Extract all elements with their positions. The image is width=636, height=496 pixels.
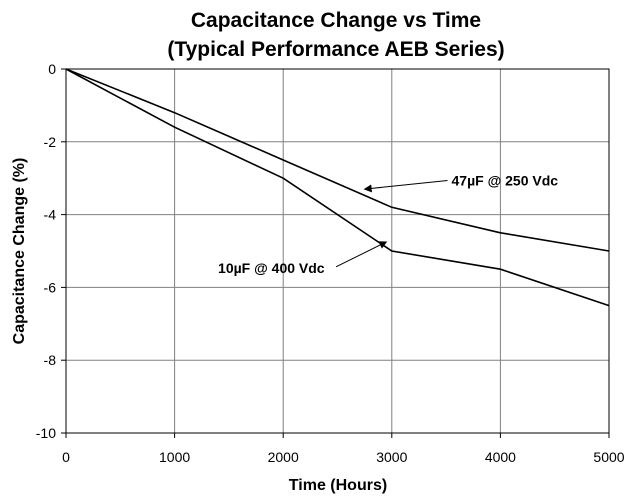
chart-subtitle: (Typical Performance AEB Series) (167, 38, 504, 61)
y-tick-label: -4 (44, 207, 57, 223)
y-tick-label: -6 (44, 279, 57, 295)
x-tick-label: 4000 (485, 449, 516, 465)
tick-labels: 0 1000 2000 3000 4000 5000 0 -2 -4 -6 -8 -10 (36, 61, 625, 465)
grid (65, 68, 610, 434)
series-lines (65, 68, 610, 307)
series-line-2 (65, 68, 610, 307)
annotation-label: 10µF @ 400 Vdc (218, 260, 325, 276)
annotation-arrow (335, 241, 388, 268)
y-tick-label: -2 (44, 134, 57, 150)
x-tick-label: 0 (62, 449, 70, 465)
y-tick-label: -8 (44, 352, 57, 368)
x-tick-label: 5000 (593, 449, 624, 465)
x-axis-label: Time (Hours) (289, 477, 387, 494)
y-tick-label: -10 (36, 425, 56, 441)
annotations: 47µF @ 250 Vdc 10µF @ 400 Vdc (218, 172, 558, 275)
x-tick-label: 2000 (268, 449, 299, 465)
chart-title: Capacitance Change vs Time (191, 9, 481, 32)
x-tick-label: 1000 (159, 449, 190, 465)
annotation-label: 47µF @ 250 Vdc (452, 172, 559, 188)
plot-area-frame (65, 68, 610, 434)
annotation-arrow (363, 179, 448, 193)
series-line-1 (65, 68, 610, 252)
y-tick-label: 0 (48, 61, 56, 77)
x-tick-label: 3000 (376, 449, 407, 465)
y-axis-label: Capacitance Change (%) (11, 158, 28, 345)
